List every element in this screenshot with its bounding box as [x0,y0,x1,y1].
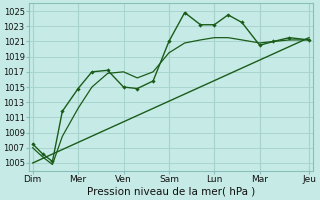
X-axis label: Pression niveau de la mer( hPa ): Pression niveau de la mer( hPa ) [87,187,255,197]
